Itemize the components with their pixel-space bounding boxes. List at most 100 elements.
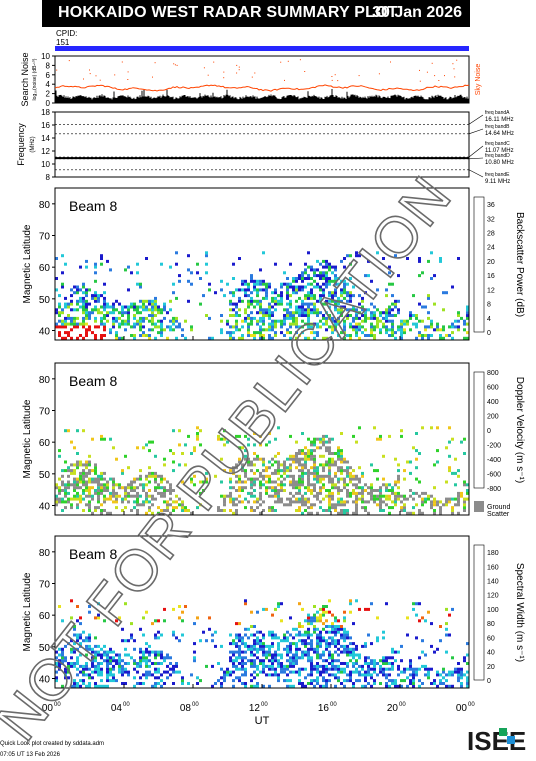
heatmap-cell [154, 653, 157, 657]
heatmap-cell [283, 670, 286, 674]
heatmap-cell [160, 684, 163, 688]
heatmap-cell [364, 291, 367, 295]
heatmap-cell [418, 331, 421, 335]
heatmap-cell [349, 291, 352, 295]
heatmap-cell [439, 682, 442, 685]
heatmap-cell [151, 299, 154, 303]
heatmap-cell [325, 285, 328, 289]
heatmap-cell [451, 437, 454, 441]
heatmap-cell [196, 426, 199, 430]
heatmap-cell [436, 503, 439, 507]
heatmap-cell [139, 503, 142, 507]
heatmap-cell [247, 437, 250, 441]
heatmap-cell [418, 257, 421, 260]
heatmap-cell [112, 491, 115, 495]
heatmap-cell [307, 642, 310, 646]
heatmap-cell [244, 633, 247, 637]
heatmap-cell [109, 656, 112, 660]
heatmap-cell [271, 494, 274, 498]
heatmap-cell [289, 647, 292, 651]
heatmap-cell [391, 308, 394, 312]
heatmap-cell [133, 639, 136, 643]
heatmap-cell [121, 673, 124, 677]
heatmap-cell [178, 443, 181, 447]
heatmap-cell [64, 460, 67, 464]
heatmap-cell [355, 331, 358, 335]
heatmap-cell [379, 491, 382, 495]
heatmap-cell [298, 480, 301, 484]
heatmap-cell [340, 625, 343, 628]
heatmap-cell [457, 662, 460, 665]
heatmap-cell [259, 486, 262, 490]
heatmap-cell [370, 673, 373, 677]
heatmap-cell [412, 322, 415, 326]
heatmap-cell [394, 679, 397, 683]
heatmap-cell [316, 627, 319, 631]
heatmap-cell [79, 636, 82, 640]
heatmap-cell [154, 656, 157, 660]
heatmap-cell [124, 639, 127, 643]
heatmap-ytick-label: 40 [39, 327, 51, 338]
heatmap-cell [397, 497, 400, 501]
heatmap-cell [352, 477, 355, 481]
heatmap-cell [331, 480, 334, 484]
isee-logo-green-mark [499, 728, 507, 736]
heatmap-ytick-label: 50 [39, 470, 51, 481]
heatmap-cell [256, 506, 259, 510]
heatmap-cell [256, 682, 259, 685]
heatmap-cell [325, 619, 328, 623]
heatmap-cell [55, 308, 58, 312]
heatmap-cell [295, 299, 298, 303]
heatmap-cell [286, 659, 289, 663]
freq-ytick-label: 16 [41, 121, 50, 130]
heatmap-cell [145, 511, 148, 515]
heatmap-cell [94, 653, 97, 657]
heatmap-cell [88, 302, 91, 306]
heatmap-cell [265, 664, 268, 668]
heatmap-cell [418, 302, 421, 306]
heatmap-cell [70, 684, 73, 688]
heatmap-cell [361, 474, 364, 478]
heatmap-cell [322, 627, 325, 631]
heatmap-cell [334, 288, 337, 292]
heatmap-cell [238, 296, 241, 300]
heatmap-cell [403, 670, 406, 674]
heatmap-cell [295, 277, 298, 280]
heatmap-cell [232, 659, 235, 663]
heatmap-cell [85, 294, 88, 298]
heatmap-cell [388, 305, 391, 309]
heatmap-cell [268, 460, 271, 464]
heatmap-cell [277, 653, 280, 657]
heatmap-cell [364, 500, 367, 504]
heatmap-cell [310, 466, 313, 470]
heatmap-cell [301, 642, 304, 646]
heatmap-cell [319, 644, 322, 648]
heatmap-cell [169, 673, 172, 677]
heatmap-cell [109, 511, 112, 515]
heatmap-cell [289, 314, 292, 317]
heatmap-cell [346, 650, 349, 654]
heatmap-cell [388, 311, 391, 315]
heatmap-cell [82, 664, 85, 668]
heatmap-cell [274, 302, 277, 306]
heatmap-cell [325, 302, 328, 306]
heatmap-cell [79, 480, 82, 484]
heatmap-cell [379, 314, 382, 317]
heatmap-cell [394, 682, 397, 685]
heatmap-cell [262, 644, 265, 648]
heatmap-cell [70, 662, 73, 665]
heatmap-cell [328, 268, 331, 272]
heatmap-cell [262, 279, 265, 283]
heatmap-cell [409, 682, 412, 685]
heatmap-cell [364, 673, 367, 677]
heatmap-cell [262, 636, 265, 640]
heatmap-cell [277, 319, 280, 323]
heatmap-ylabel: Magnetic Latitude [22, 572, 33, 651]
heatmap-cell [241, 650, 244, 654]
heatmap-cell [322, 622, 325, 626]
heatmap-cell [319, 262, 322, 266]
heatmap-cell [238, 662, 241, 665]
heatmap-cell [103, 437, 106, 441]
heatmap-cell [319, 613, 322, 617]
